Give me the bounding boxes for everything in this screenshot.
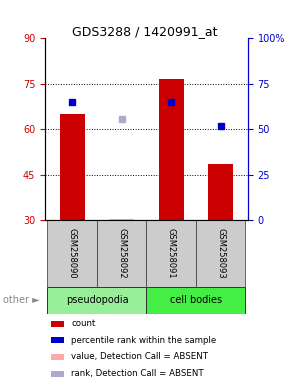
Text: cell bodies: cell bodies [170, 295, 222, 305]
Text: GDS3288 / 1420991_at: GDS3288 / 1420991_at [72, 25, 218, 38]
Bar [196, 220, 245, 287]
Bar [146, 220, 196, 287]
Text: count: count [71, 319, 96, 328]
Text: pseudopodia: pseudopodia [66, 295, 128, 305]
Text: other ►: other ► [3, 295, 39, 305]
Bar [51, 321, 64, 327]
Bar [146, 287, 245, 314]
Bar [51, 354, 64, 360]
Text: GSM258091: GSM258091 [167, 228, 176, 279]
Bar [48, 220, 97, 287]
Bar [48, 287, 146, 314]
Bar [97, 220, 146, 287]
Text: rank, Detection Call = ABSENT: rank, Detection Call = ABSENT [71, 369, 204, 378]
Text: percentile rank within the sample: percentile rank within the sample [71, 336, 217, 345]
Text: value, Detection Call = ABSENT: value, Detection Call = ABSENT [71, 353, 208, 361]
Bar [208, 164, 233, 220]
Text: GSM258093: GSM258093 [216, 228, 225, 279]
Bar [60, 114, 85, 220]
Bar [109, 219, 134, 220]
Bar [51, 371, 64, 376]
Text: GSM258092: GSM258092 [117, 228, 126, 279]
Bar [159, 79, 184, 220]
Bar [51, 337, 64, 343]
Text: GSM258090: GSM258090 [68, 228, 77, 279]
